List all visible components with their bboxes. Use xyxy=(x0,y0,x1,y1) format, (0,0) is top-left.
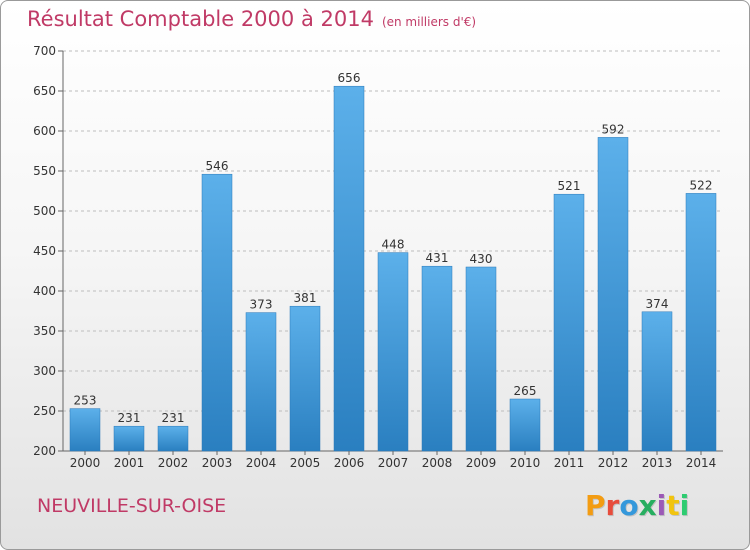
logo-letter: r xyxy=(605,489,620,522)
bar xyxy=(465,266,497,452)
bar xyxy=(553,193,585,452)
data-label: 448 xyxy=(382,238,405,252)
y-tick-label: 250 xyxy=(33,404,56,418)
data-label: 546 xyxy=(206,159,229,173)
chart-title: Résultat Comptable 2000 à 2014 (en millie… xyxy=(27,7,476,31)
logo-letter: t xyxy=(666,489,680,522)
data-label: 373 xyxy=(250,298,273,312)
bar xyxy=(641,311,673,452)
data-label: 265 xyxy=(514,384,537,398)
data-label: 253 xyxy=(74,394,97,408)
bar xyxy=(245,312,277,452)
data-label: 431 xyxy=(426,251,449,265)
x-tick-label: 2007 xyxy=(378,456,409,470)
x-tick-label: 2002 xyxy=(158,456,189,470)
x-tick-label: 2009 xyxy=(466,456,497,470)
data-label: 522 xyxy=(690,178,713,192)
data-label: 231 xyxy=(162,411,185,425)
x-tick-label: 2013 xyxy=(642,456,673,470)
bar xyxy=(289,305,321,452)
y-tick-label: 350 xyxy=(33,324,56,338)
bar xyxy=(201,173,233,452)
data-label: 231 xyxy=(118,411,141,425)
data-label: 656 xyxy=(338,71,361,85)
bar xyxy=(333,85,365,452)
data-label: 374 xyxy=(646,297,669,311)
y-tick-label: 500 xyxy=(33,204,56,218)
x-tick-label: 2014 xyxy=(686,456,717,470)
bar xyxy=(157,425,189,452)
x-tick-label: 2005 xyxy=(290,456,321,470)
x-tick-label: 2003 xyxy=(202,456,233,470)
x-tick-label: 2011 xyxy=(554,456,585,470)
y-tick-label: 600 xyxy=(33,124,56,138)
bar xyxy=(69,408,101,452)
bar xyxy=(421,265,453,452)
proxiti-logo: Proxiti xyxy=(585,489,689,522)
y-tick-label: 200 xyxy=(33,444,56,458)
y-tick-label: 550 xyxy=(33,164,56,178)
bar xyxy=(509,398,541,452)
data-label: 430 xyxy=(470,252,493,266)
y-tick-label: 700 xyxy=(33,44,56,58)
x-tick-label: 2006 xyxy=(334,456,365,470)
logo-letter: x xyxy=(638,489,657,522)
x-tick-label: 2008 xyxy=(422,456,453,470)
x-tick-label: 2012 xyxy=(598,456,629,470)
x-tick-label: 2001 xyxy=(114,456,145,470)
x-tick-label: 2000 xyxy=(70,456,101,470)
chart-title-text: Résultat Comptable 2000 à 2014 xyxy=(27,7,374,31)
bar xyxy=(377,252,409,452)
y-tick-label: 300 xyxy=(33,364,56,378)
bar xyxy=(685,193,717,452)
x-tick-label: 2010 xyxy=(510,456,541,470)
bar xyxy=(113,425,145,452)
chart-subtitle: (en milliers d'€) xyxy=(381,15,477,29)
bar xyxy=(597,137,629,452)
data-label: 521 xyxy=(558,179,581,193)
y-tick-label: 650 xyxy=(33,84,56,98)
y-tick-label: 400 xyxy=(33,284,56,298)
logo-letter: i xyxy=(679,489,690,522)
logo-letter: o xyxy=(619,489,639,522)
y-tick-label: 450 xyxy=(33,244,56,258)
x-tick-label: 2004 xyxy=(246,456,277,470)
data-label: 381 xyxy=(294,291,317,305)
data-label: 592 xyxy=(602,122,625,136)
logo-letter: P xyxy=(585,489,606,522)
commune-name: NEUVILLE-SUR-OISE xyxy=(37,495,227,517)
logo-letter: i xyxy=(656,489,667,522)
